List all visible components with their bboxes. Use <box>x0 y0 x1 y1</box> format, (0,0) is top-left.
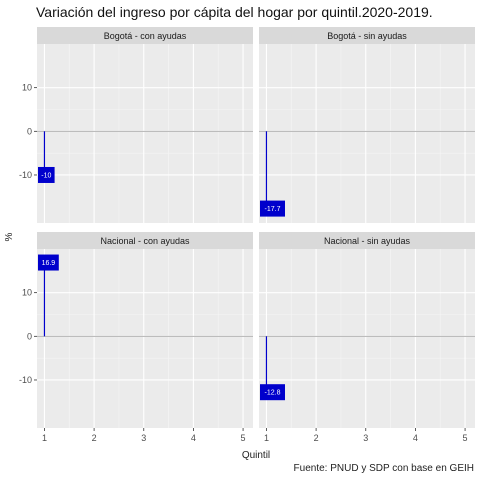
data-label-box <box>260 384 285 401</box>
x-tick-label: 3 <box>363 433 368 443</box>
facet-strip <box>259 27 475 44</box>
data-label-box <box>260 200 285 217</box>
data-label-box <box>38 166 55 183</box>
x-tick-label: 3 <box>141 433 146 443</box>
facet-strip <box>37 232 253 249</box>
chart-caption: Fuente: PNUD y SDP con base en GEIH <box>293 463 474 474</box>
bar <box>43 262 46 337</box>
x-tick-label: 4 <box>413 433 418 443</box>
x-tick-label: 4 <box>191 433 196 443</box>
y-axis-title: % <box>4 232 15 241</box>
y-tick-label: 10 <box>22 83 32 93</box>
panel-background <box>37 44 253 223</box>
bar <box>265 336 268 393</box>
x-tick-label: 5 <box>463 433 468 443</box>
y-tick-label: -10 <box>19 170 32 180</box>
data-label: -17.7 <box>265 206 281 213</box>
x-tick-label: 2 <box>314 433 319 443</box>
facet-strip-label: Nacional - con ayudas <box>100 236 190 246</box>
facet-strip-label: Nacional - sin ayudas <box>324 236 411 246</box>
x-tick-label: 1 <box>42 433 47 443</box>
x-axis-title: Quintil <box>242 450 270 461</box>
data-label: 16.9 <box>42 260 56 267</box>
bar <box>265 131 268 209</box>
y-tick-label: -10 <box>19 375 32 385</box>
data-label: -10 <box>41 172 51 179</box>
y-tick-label: 0 <box>27 126 32 136</box>
data-label: -12.8 <box>265 390 281 397</box>
chart-title: Variación del ingreso por cápita del hog… <box>36 4 433 20</box>
x-tick-label: 1 <box>264 433 269 443</box>
panel-background <box>259 44 475 223</box>
data-label-box <box>38 254 59 271</box>
facet-strip <box>37 27 253 44</box>
y-tick-label: 0 <box>27 331 32 341</box>
bar <box>43 131 46 175</box>
facet-strip <box>259 232 475 249</box>
panel-background <box>259 249 475 428</box>
y-tick-label: 10 <box>22 288 32 298</box>
facet-strip-label: Bogotá - sin ayudas <box>327 31 407 41</box>
facet-strip-label: Bogotá - con ayudas <box>104 31 187 41</box>
panel-background <box>37 249 253 428</box>
x-tick-label: 5 <box>241 433 246 443</box>
x-tick-label: 2 <box>92 433 97 443</box>
